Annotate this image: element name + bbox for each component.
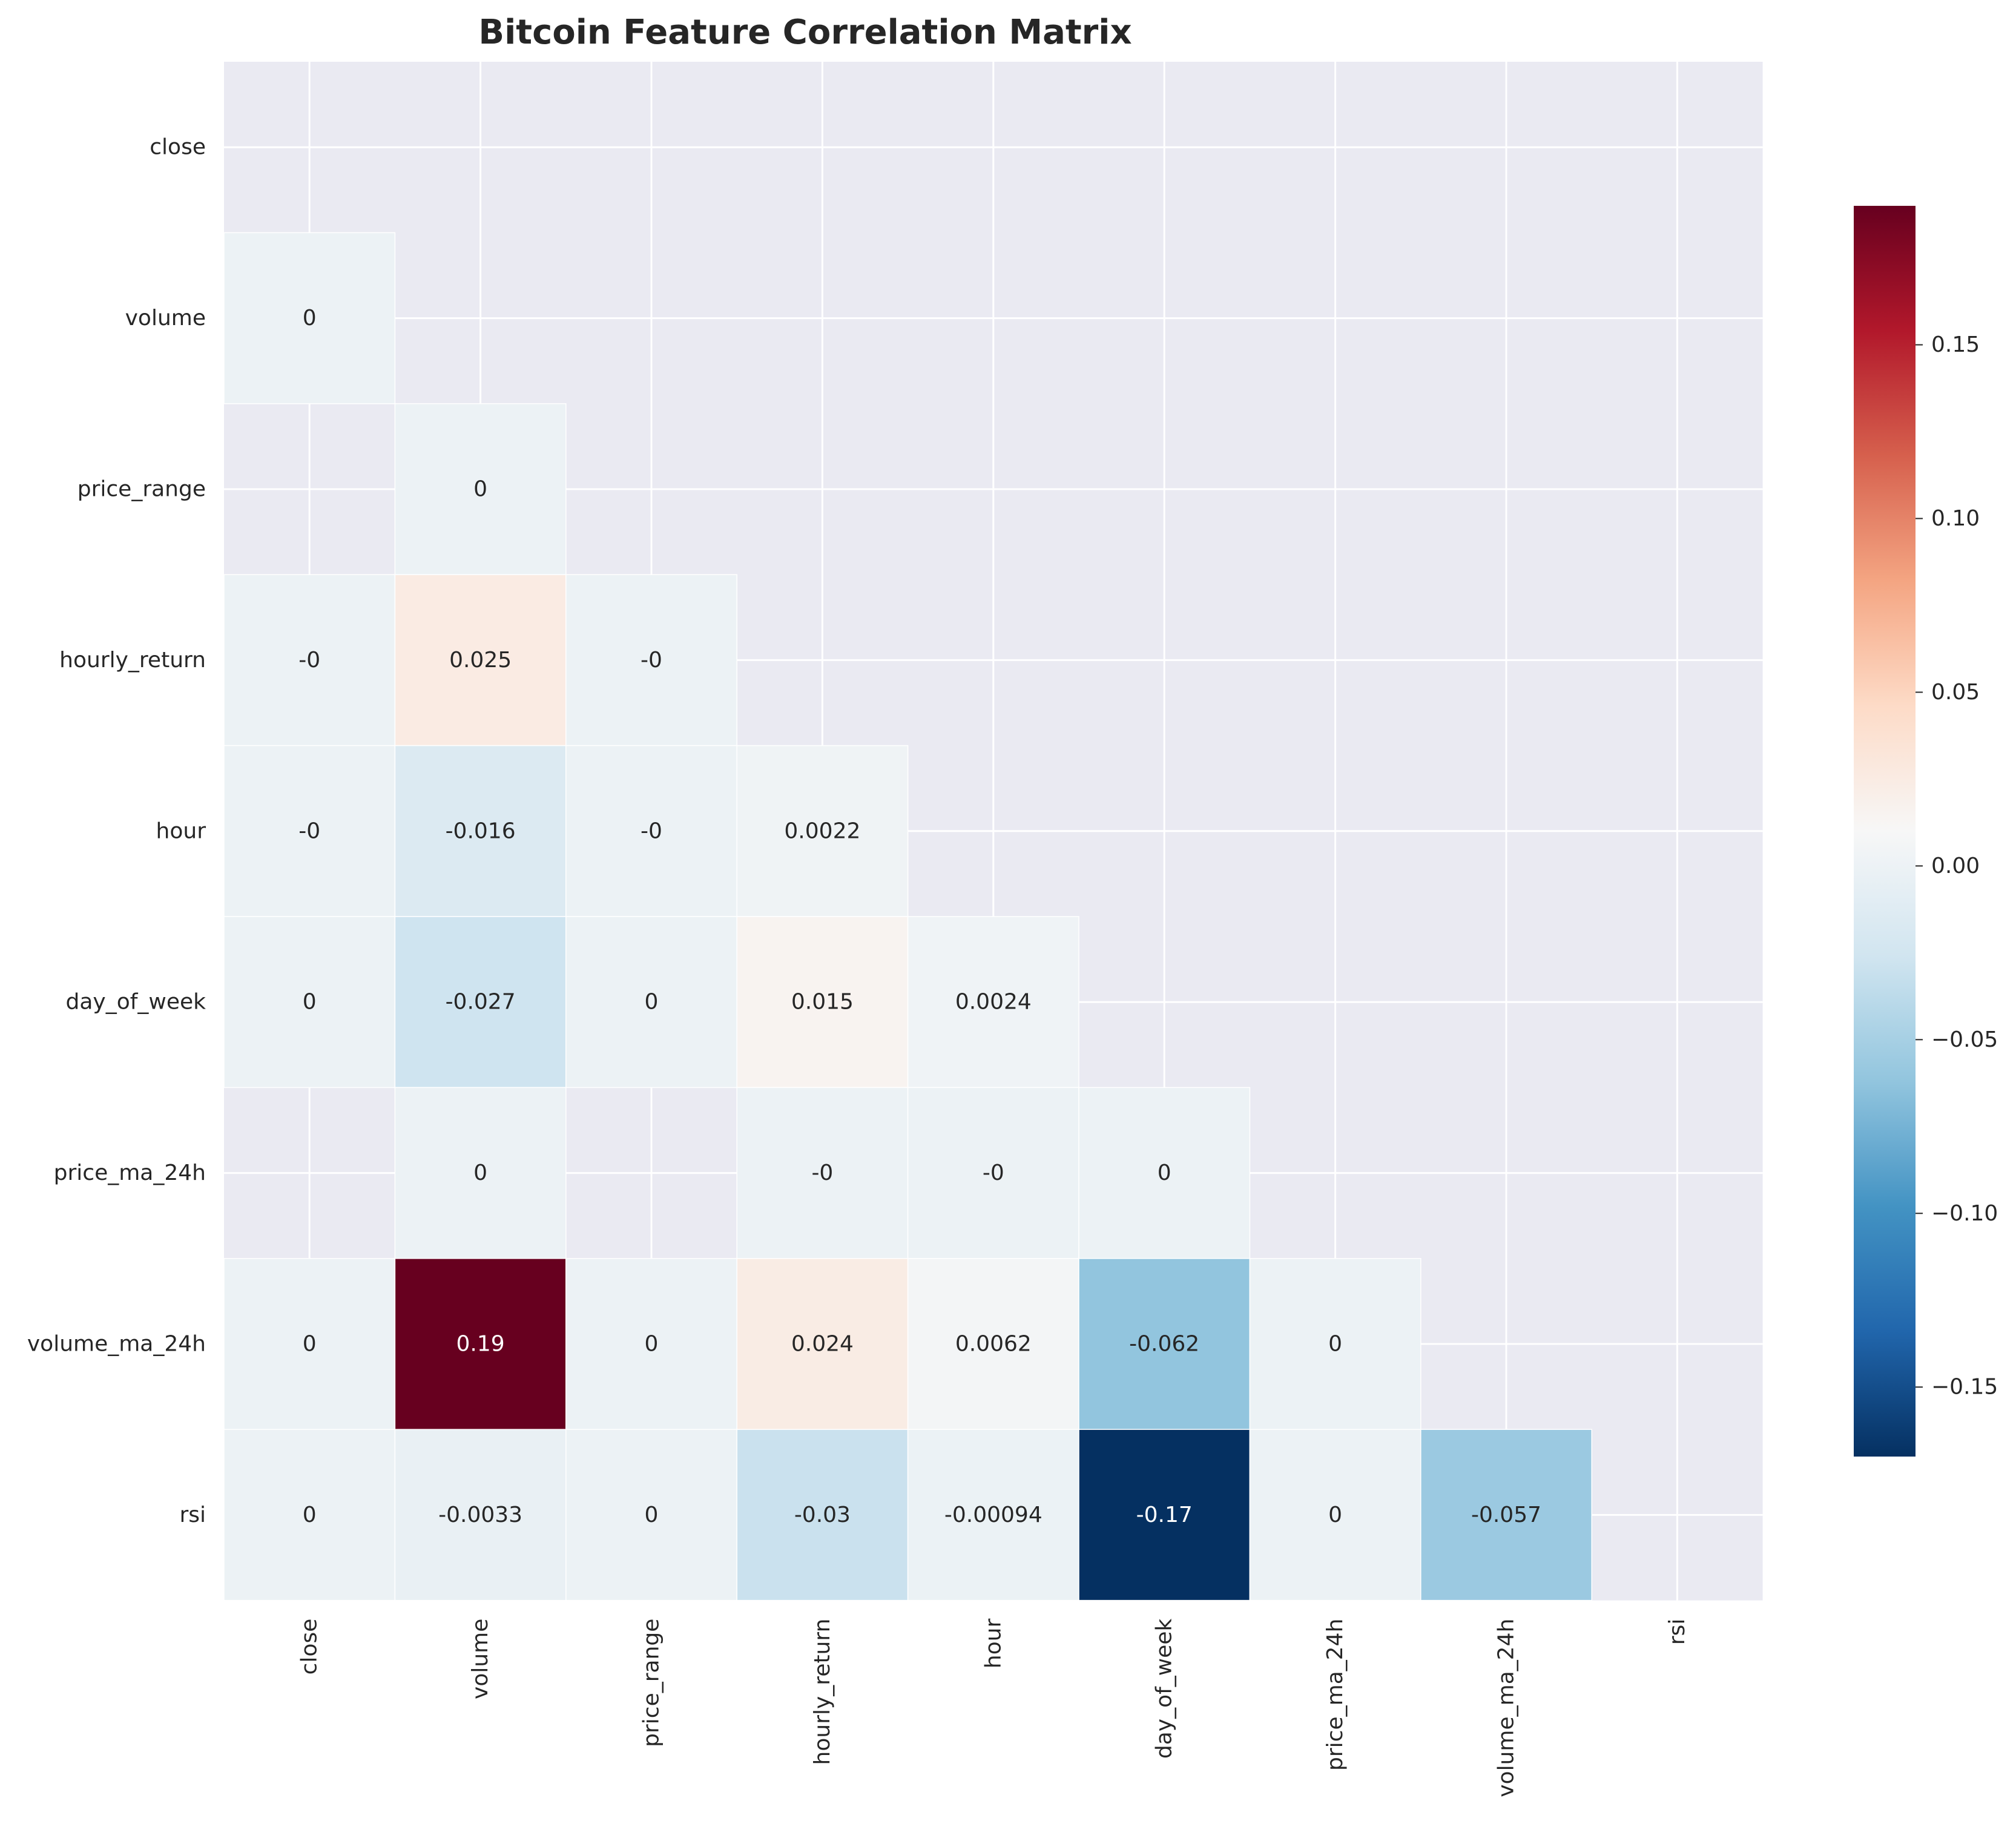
y-tick-label: volume	[125, 306, 206, 331]
colorbar-tick-label: 0.05	[1931, 680, 1980, 705]
cell-annotation: 0.0062	[955, 1332, 1032, 1357]
cell-annotation: 0	[473, 477, 487, 502]
heatmap-cell	[1078, 1429, 1251, 1601]
heatmap-cell	[394, 1429, 567, 1601]
chart-title: Bitcoin Feature Correlation Matrix	[478, 13, 1132, 52]
cell-annotation: 0.0022	[784, 818, 860, 843]
cell-annotation: -0.057	[1471, 1503, 1541, 1527]
cell-annotation: 0	[303, 1332, 317, 1357]
x-tick-label: volume_ma_24h	[1494, 1619, 1519, 1797]
cell-annotation: -0	[983, 1161, 1004, 1185]
y-tick-label: hour	[156, 818, 206, 843]
y-tick-label: day_of_week	[65, 990, 206, 1015]
heatmap-cell	[1249, 1429, 1421, 1601]
heatmap-cell	[736, 745, 909, 917]
heatmap-cell	[394, 1087, 567, 1259]
colorbar-tick-label: 0.10	[1931, 506, 1980, 531]
cell-annotation: -0.062	[1129, 1332, 1199, 1357]
cell-annotation: 0.0024	[955, 990, 1032, 1015]
cell-annotation: 0	[303, 990, 317, 1015]
heatmap-cell	[223, 574, 396, 746]
cell-annotation: -0.027	[446, 990, 516, 1015]
y-tick-label: rsi	[179, 1503, 206, 1527]
y-tick-label: hourly_return	[59, 648, 206, 673]
heatmap-cell	[736, 1429, 909, 1601]
colorbar-tick-label: −0.10	[1931, 1201, 1998, 1226]
heatmap-cell	[565, 1258, 737, 1430]
cell-annotation: -0.17	[1136, 1503, 1193, 1527]
heatmap-cell	[394, 574, 567, 746]
heatmap-cell	[223, 232, 396, 404]
cell-annotation: 0	[645, 1332, 659, 1357]
heatmap-cell	[736, 1087, 909, 1259]
cell-annotation: 0	[1328, 1332, 1342, 1357]
heatmap-cell	[394, 403, 567, 575]
cell-annotations: 0 0 -0 0.025 -0 -0 -0.016 -0 0.0022 0 -0.027 0 0.015…	[298, 306, 1541, 1527]
x-tick-label: price_range	[639, 1619, 664, 1747]
x-tick-label: volume	[468, 1619, 493, 1699]
heatmap-cell	[394, 916, 567, 1088]
heatmap-cell	[1078, 1087, 1251, 1259]
heatmap-cell	[565, 916, 737, 1088]
cell-annotation: -0	[641, 818, 662, 843]
heatmap-cell	[907, 1258, 1079, 1430]
heatmap-cell	[907, 1429, 1079, 1601]
cell-annotation: 0	[1158, 1161, 1171, 1185]
x-tick-labels: close volume price_range hourly_return hour d…	[297, 1618, 1690, 1797]
heatmap-cell	[736, 916, 909, 1088]
y-tick-label: volume_ma_24h	[27, 1332, 206, 1357]
heatmap-cell	[394, 1258, 567, 1430]
colorbar-tick-label: −0.05	[1931, 1027, 1998, 1052]
colorbar-tick-label: 0.15	[1931, 332, 1980, 357]
y-tick-label: price_range	[77, 477, 206, 502]
cell-annotation: -0.03	[794, 1503, 851, 1527]
x-tick-label: rsi	[1665, 1619, 1690, 1645]
cell-annotation: -0.016	[446, 818, 516, 843]
x-tick-label: hourly_return	[810, 1619, 835, 1765]
cell-annotation: 0.015	[791, 990, 854, 1015]
cell-annotation: 0	[1328, 1503, 1342, 1527]
heatmap-cell	[223, 1429, 396, 1601]
heatmap-cell	[565, 745, 737, 917]
heatmap-cell	[1420, 1429, 1592, 1601]
cell-annotation: 0	[645, 1503, 659, 1527]
x-tick-label: hour	[981, 1618, 1006, 1668]
heatmap-cells	[223, 232, 1592, 1601]
x-tick-label: day_of_week	[1152, 1618, 1177, 1759]
cell-annotation: -0.0033	[438, 1503, 522, 1527]
cell-annotation: 0	[645, 990, 659, 1015]
colorbar-gradient	[1854, 206, 1916, 1457]
cell-annotation: 0	[473, 1161, 487, 1185]
heatmap-cell	[1078, 1258, 1251, 1430]
cell-annotation: -0	[298, 648, 320, 673]
cell-annotation: -0	[811, 1161, 833, 1185]
cell-annotation: -0	[298, 818, 320, 843]
cell-annotation: 0	[303, 1503, 317, 1527]
colorbar: −0.15 −0.10 −0.05 0.00 0.05 0.10 0.15	[1854, 206, 1998, 1457]
x-tick-label: price_ma_24h	[1323, 1619, 1348, 1771]
y-tick-label: close	[150, 135, 206, 160]
cell-annotation: 0.024	[791, 1332, 854, 1357]
heatmap-cell	[907, 916, 1079, 1088]
colorbar-tick-label: −0.15	[1931, 1375, 1998, 1400]
cell-annotation: 0	[303, 306, 317, 331]
heatmap-cell	[223, 916, 396, 1088]
y-tick-label: price_ma_24h	[54, 1161, 206, 1185]
cell-annotation: 0.025	[449, 648, 512, 673]
cell-annotation: -0.00094	[944, 1503, 1043, 1527]
cell-annotation: -0	[641, 648, 662, 673]
heatmap-cell	[565, 574, 737, 746]
heatmap-cell	[565, 1429, 737, 1601]
colorbar-tick-label: 0.00	[1931, 854, 1980, 878]
x-tick-label: close	[297, 1619, 322, 1675]
heatmap-cell	[736, 1258, 909, 1430]
heatmap-cell	[907, 1087, 1079, 1259]
cell-annotation: 0.19	[456, 1332, 505, 1357]
